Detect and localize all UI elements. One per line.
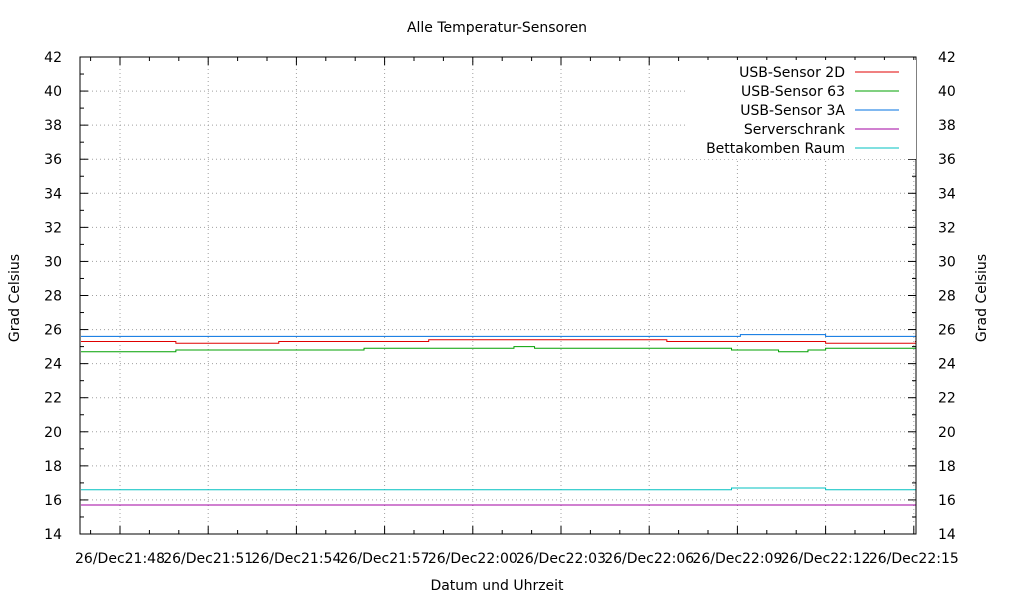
- y-tick-label-right: 36: [938, 152, 956, 168]
- y-tick-label-right: 14: [938, 527, 956, 543]
- x-tick-label: 26/Dec21:57: [340, 551, 430, 567]
- y-tick-label-right: 28: [938, 289, 956, 305]
- y-tick-label-left: 24: [44, 357, 62, 373]
- y-tick-label-right: 26: [938, 323, 956, 339]
- y-axis-label-left: Grad Celsius: [7, 254, 23, 342]
- y-tick-label-right: 22: [938, 391, 956, 407]
- series-lines: [81, 335, 916, 505]
- y-tick-label-left: 16: [44, 493, 62, 509]
- y-tick-label-left: 30: [44, 254, 62, 270]
- y-tick-label-left: 36: [44, 152, 62, 168]
- legend-entry-label: Bettakomben Raum: [706, 141, 845, 157]
- series-line-5: [81, 488, 916, 490]
- y-tick-label-right: 34: [938, 186, 956, 202]
- y-tick-label-right: 40: [938, 84, 956, 100]
- y-tick-label-right: 38: [938, 118, 956, 134]
- y-tick-label-right: 30: [938, 254, 956, 270]
- y-tick-label-right: 16: [938, 493, 956, 509]
- x-tick-label: 26/Dec21:54: [251, 551, 341, 567]
- series-line-2: [81, 347, 916, 352]
- y-tick-label-left: 14: [44, 527, 62, 543]
- chart-title: Alle Temperatur-Sensoren: [407, 20, 587, 36]
- series-line-3: [81, 335, 916, 337]
- y-tick-label-left: 22: [44, 391, 62, 407]
- legend-entry-label: USB-Sensor 2D: [739, 65, 845, 81]
- legend-entry-label: Serverschrank: [744, 122, 846, 138]
- y-tick-label-left: 28: [44, 289, 62, 305]
- x-tick-label: 26/Dec21:51: [163, 551, 253, 567]
- x-tick-label: 26/Dec22:03: [516, 551, 606, 567]
- y-tick-label-left: 34: [44, 186, 62, 202]
- y-tick-label-right: 20: [938, 425, 956, 441]
- y-tick-label-right: 32: [938, 220, 956, 236]
- y-tick-label-left: 32: [44, 220, 62, 236]
- y-axis-label-right: Grad Celsius: [974, 254, 990, 342]
- legend: USB-Sensor 2D USB-Sensor 63 USB-Sensor 3A S…: [688, 60, 916, 159]
- legend-entry-label: USB-Sensor 63: [741, 84, 845, 100]
- legend-entry-label: USB-Sensor 3A: [740, 103, 845, 119]
- x-axis-label: Datum und Uhrzeit: [430, 578, 564, 594]
- x-tick-label: 26/Dec21:48: [75, 551, 165, 567]
- y-tick-label-left: 40: [44, 84, 62, 100]
- y-tick-label-right: 42: [938, 50, 956, 66]
- y-tick-label-left: 18: [44, 459, 62, 475]
- y-tick-label-right: 18: [938, 459, 956, 475]
- y-tick-label-left: 20: [44, 425, 62, 441]
- x-tick-label: 26/Dec22:15: [869, 551, 959, 567]
- x-tick-label: 26/Dec22:12: [781, 551, 871, 567]
- y-tick-label-left: 38: [44, 118, 62, 134]
- x-tick-label: 26/Dec22:00: [428, 551, 518, 567]
- y-tick-label-right: 24: [938, 357, 956, 373]
- x-tick-label: 26/Dec22:06: [604, 551, 694, 567]
- y-tick-label-left: 26: [44, 323, 62, 339]
- series-line-1: [81, 340, 916, 343]
- y-tick-label-left: 42: [44, 50, 62, 66]
- x-tick-label: 26/Dec22:09: [692, 551, 782, 567]
